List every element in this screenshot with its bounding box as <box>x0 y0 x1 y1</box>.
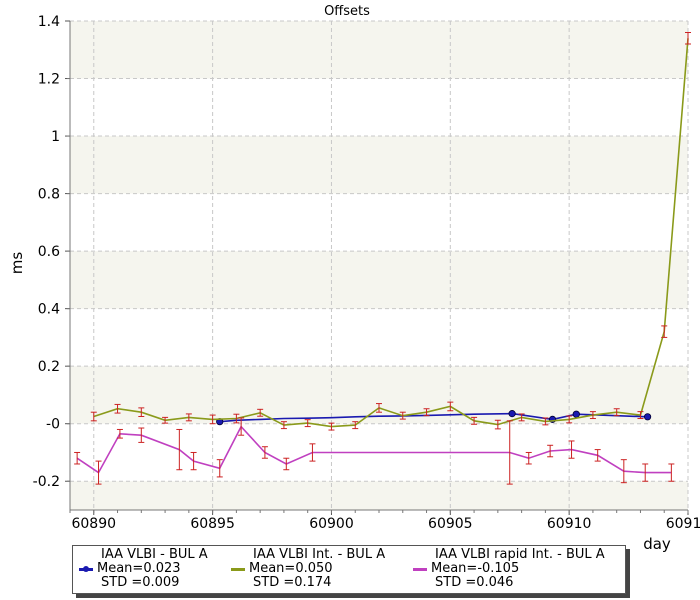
plot-band <box>70 251 688 309</box>
x-axis-label: day <box>643 535 671 553</box>
x-tick-label: 60905 <box>428 516 473 532</box>
legend-series-name: IAA VLBI Int. - BUL A <box>253 547 386 562</box>
series-group <box>74 417 675 485</box>
y-tick-label: -0.2 <box>33 474 60 490</box>
series-line <box>93 38 689 428</box>
plot-band <box>70 21 688 79</box>
y-tick-label: 0.4 <box>38 302 60 318</box>
legend-series-std: STD =0.046 <box>435 575 514 590</box>
legend-series-name: IAA VLBI rapid Int. - BUL A <box>435 547 605 562</box>
y-tick-label: 1.4 <box>38 14 60 30</box>
legend-series-name: IAA VLBI - BUL A <box>101 547 208 562</box>
x-tick-label: 60895 <box>190 516 235 532</box>
x-tick-label: 60900 <box>309 516 354 532</box>
plot-background-bands <box>70 21 688 510</box>
data-point <box>508 410 516 418</box>
chart-legend: IAA VLBI - BUL A Mean=0.023 STD =0.009 I… <box>72 545 626 594</box>
legend-series-std: STD =0.174 <box>253 575 332 590</box>
data-point <box>572 410 580 418</box>
legend-marker-iaa-vlbi <box>83 566 89 572</box>
y-tick-label: 0.6 <box>38 244 60 260</box>
chart-title: Offsets <box>324 4 370 19</box>
y-tick-label: -0 <box>46 417 60 433</box>
y-tick-label: 0.8 <box>38 187 60 203</box>
plot-axes: -0.2 -0 0.2 0.4 0.6 0.8 1 1.2 1.4 60890 60895 60900… <box>33 14 700 532</box>
y-tick-label: 0.2 <box>38 359 60 375</box>
legend-series-std: STD =0.009 <box>101 575 180 590</box>
legend-series-mean: Mean=0.050 <box>249 561 333 576</box>
x-tick-label: 60910 <box>547 516 592 532</box>
data-point <box>643 413 652 421</box>
legend-swatch-iaa-vlbi-int <box>231 568 245 571</box>
y-tick-label: 1.2 <box>38 72 60 88</box>
plot-band <box>70 481 688 510</box>
plot-band <box>70 136 688 194</box>
y-axis-label: ms <box>8 252 26 275</box>
x-tick-label: 60915 <box>666 516 700 532</box>
y-tick-label: 1 <box>51 129 60 145</box>
legend-series-mean: Mean=0.023 <box>97 561 181 576</box>
plot-series <box>74 32 691 485</box>
series-group <box>90 32 691 431</box>
legend-series-mean: Mean=-0.105 <box>431 561 520 576</box>
legend-swatch-iaa-vlbi-rapid <box>413 568 427 571</box>
plot-grid <box>70 20 689 510</box>
x-tick-label: 60890 <box>71 516 116 532</box>
